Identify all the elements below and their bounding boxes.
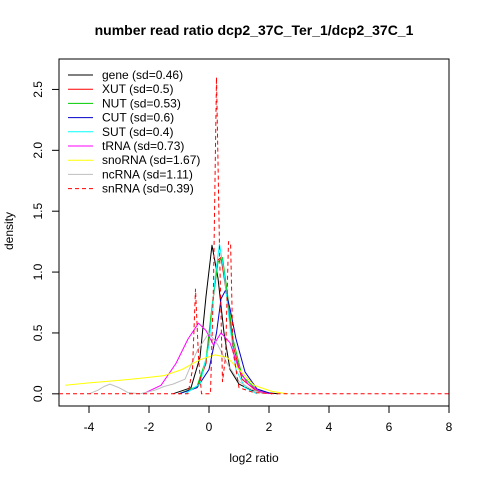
y-tick-label: 0.0: [31, 385, 45, 402]
legend: gene (sd=0.46)XUT (sd=0.5)NUT (sd=0.53)C…: [68, 68, 200, 196]
x-tick-label: 8: [446, 420, 453, 434]
legend-entry: NUT (sd=0.53): [102, 96, 181, 110]
legend-entry: snoRNA (sd=1.67): [102, 153, 200, 167]
series-line-7: [88, 332, 264, 395]
series-line-2: [178, 257, 273, 395]
x-tick-label: -4: [84, 420, 95, 434]
series-line-6: [64, 354, 288, 395]
legend-entry: tRNA (sd=0.73): [102, 139, 184, 153]
series-lines: [59, 76, 449, 395]
legend-entry: ncRNA (sd=1.11): [102, 167, 193, 181]
x-tick-label: 0: [206, 420, 213, 434]
x-tick-label: -2: [144, 420, 155, 434]
y-tick-label: 0.5: [31, 324, 45, 341]
chart-title: number read ratio dcp2_37C_Ter_1/dcp2_37…: [95, 22, 414, 38]
x-axis: -4 -2 0 2 4 6 8: [84, 405, 453, 434]
series-line-8: [59, 76, 449, 395]
y-tick-label: 1.5: [31, 203, 45, 220]
y-axis-label: density: [2, 212, 16, 250]
legend-entry: XUT (sd=0.5): [102, 82, 173, 96]
y-tick-label: 2.5: [31, 81, 45, 98]
x-axis-label: log2 ratio: [229, 451, 279, 465]
legend-entry: gene (sd=0.46): [102, 68, 183, 82]
x-tick-label: 6: [386, 420, 393, 434]
y-tick-label: 2.0: [31, 142, 45, 159]
x-tick-label: 2: [266, 420, 273, 434]
legend-entry: snRNA (sd=0.39): [102, 182, 194, 196]
series-line-5: [142, 322, 270, 395]
legend-entry: CUT (sd=0.6): [102, 111, 174, 125]
legend-entry: SUT (sd=0.4): [102, 125, 173, 139]
x-tick-label: 4: [326, 420, 333, 434]
y-tick-label: 1.0: [31, 263, 45, 280]
series-line-4: [184, 243, 258, 395]
y-axis: 0.0 0.5 1.0 1.5 2.0 2.5: [31, 81, 60, 402]
